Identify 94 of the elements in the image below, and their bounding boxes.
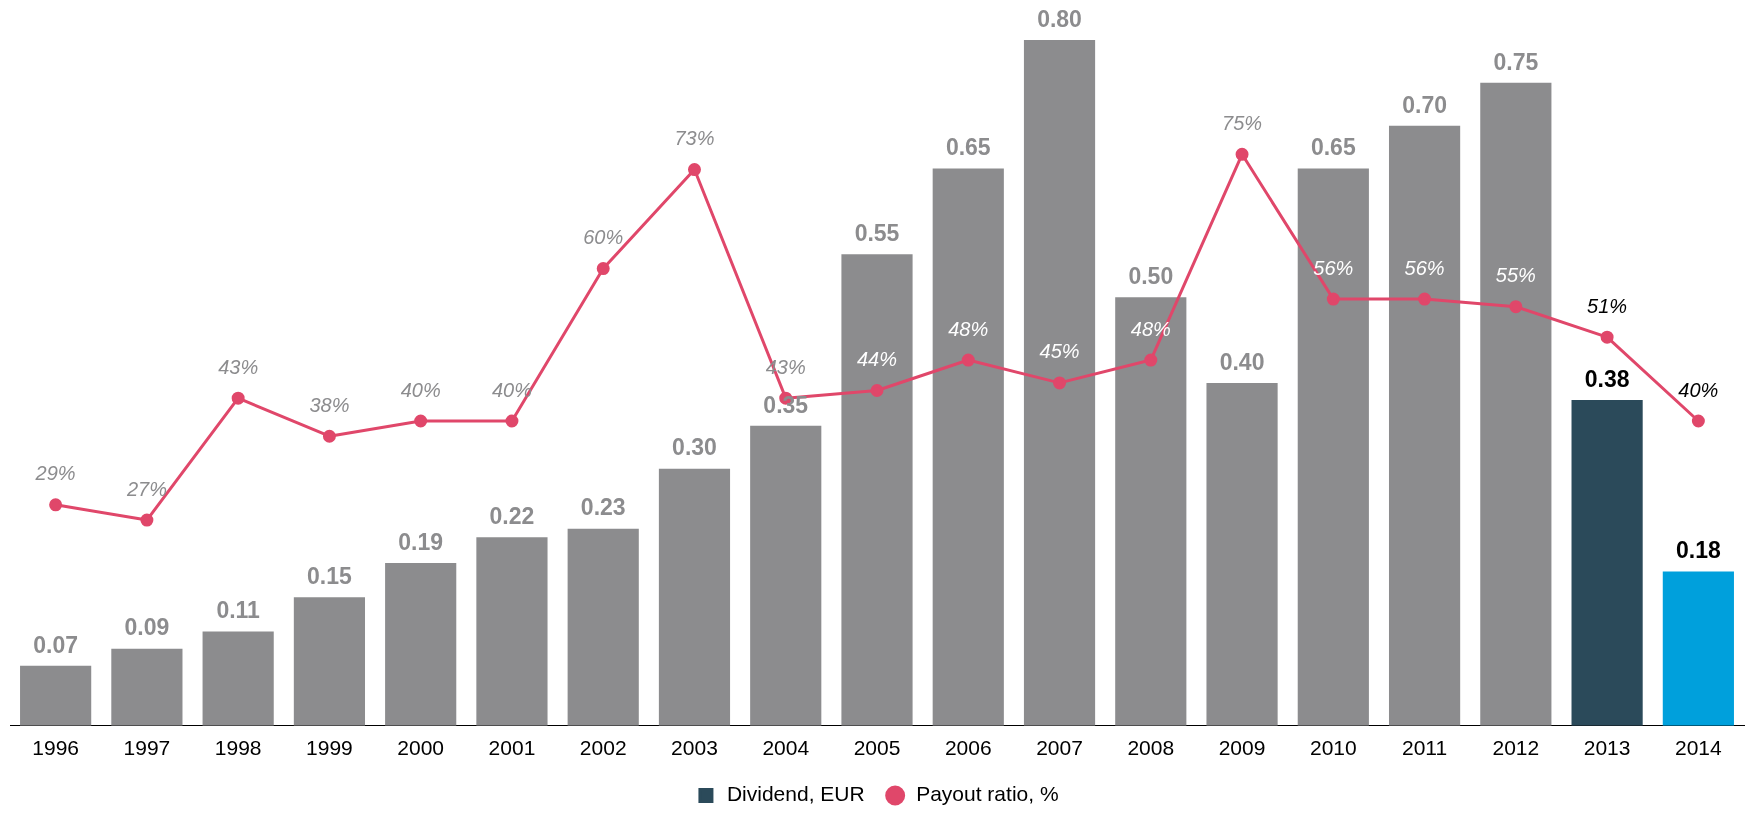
x-tick-label: 2006 <box>944 736 992 760</box>
x-tick-label: 2014 <box>1675 736 1723 760</box>
data-label: 56% <box>1313 256 1354 279</box>
point <box>687 163 701 177</box>
data-label: 27% <box>125 477 167 500</box>
x-tick-label: 1999 <box>306 736 353 760</box>
x-tick-label: 2012 <box>1492 736 1540 760</box>
point <box>1144 353 1158 367</box>
point <box>231 391 245 405</box>
bar <box>293 597 366 726</box>
data-label: 0.11 <box>216 597 261 624</box>
x-tick-label: 2009 <box>1218 736 1266 760</box>
data-label: 0.70 <box>1402 91 1447 118</box>
data-label: 56% <box>1404 256 1445 279</box>
point <box>1600 330 1614 344</box>
data-label: 0.18 <box>1675 537 1721 564</box>
point <box>1053 376 1067 390</box>
bar <box>841 254 913 726</box>
data-label: 0.19 <box>398 528 444 555</box>
data-label: 0.09 <box>124 614 170 641</box>
bar <box>1206 382 1278 726</box>
data-label: 43% <box>218 355 259 378</box>
bar <box>1480 82 1552 726</box>
x-tick-label: 1997 <box>123 736 171 760</box>
bar <box>1388 125 1461 726</box>
bar <box>20 665 92 726</box>
data-label: 40% <box>1678 378 1719 401</box>
data-label: 60% <box>583 226 624 249</box>
bar <box>385 562 457 726</box>
data-label: 40% <box>400 378 441 401</box>
point <box>1326 292 1340 306</box>
point <box>1235 147 1249 161</box>
data-label: 55% <box>1495 264 1536 287</box>
x-tick-label: 2003 <box>671 736 718 760</box>
data-label: 0.65 <box>945 134 991 161</box>
data-label: 0.55 <box>854 220 900 247</box>
data-label: 0.75 <box>1493 48 1539 75</box>
data-label: 48% <box>948 317 989 340</box>
bar <box>567 528 639 726</box>
data-label: 75% <box>1222 111 1263 134</box>
data-label: 40% <box>491 378 532 401</box>
point <box>49 498 63 512</box>
point <box>140 513 154 527</box>
point <box>322 429 336 443</box>
x-tick-label: 2007 <box>1036 736 1083 760</box>
bar <box>111 648 183 726</box>
bar <box>1115 297 1187 726</box>
data-label: 0.50 <box>1128 263 1174 290</box>
data-label: 38% <box>309 393 350 416</box>
bar <box>932 168 1004 726</box>
point <box>1691 414 1705 428</box>
data-label: 0.07 <box>33 631 79 658</box>
bar <box>1023 40 1096 726</box>
bar <box>476 537 548 726</box>
bar <box>1571 400 1643 726</box>
x-tick-label: 2013 <box>1583 736 1631 760</box>
point <box>1509 300 1523 314</box>
point <box>414 414 428 428</box>
data-label: 51% <box>1587 294 1628 317</box>
bar <box>1297 168 1369 726</box>
data-label: 29% <box>34 462 76 485</box>
x-tick-label: 2010 <box>1309 736 1357 760</box>
data-label: 0.22 <box>489 503 535 530</box>
bar <box>1662 571 1734 726</box>
data-label: 0.38 <box>1584 365 1630 392</box>
data-label: 0.15 <box>307 563 353 590</box>
x-tick-label: 1998 <box>214 736 262 760</box>
data-label: 0.80 <box>1037 5 1082 32</box>
data-label: 44% <box>856 348 898 371</box>
x-tick-label: 2008 <box>1127 736 1175 760</box>
x-tick-label: 2000 <box>397 736 445 760</box>
bar <box>658 468 731 726</box>
x-tick-label: 2002 <box>579 736 627 760</box>
x-tick-label: 1996 <box>32 736 79 760</box>
point <box>870 384 884 398</box>
data-label: 0.30 <box>672 434 717 461</box>
bar <box>750 425 822 726</box>
data-label: 0.35 <box>763 391 809 418</box>
point <box>596 262 610 276</box>
point <box>961 353 975 367</box>
data-label: 0.40 <box>1219 348 1265 375</box>
x-tick-label: 2004 <box>762 736 810 760</box>
point <box>1418 292 1432 306</box>
bar <box>202 631 274 726</box>
x-tick-label: 2001 <box>488 736 536 760</box>
x-tick-label: 2011 <box>1401 736 1448 760</box>
legend-label: Dividend, EUR <box>726 782 865 806</box>
data-label: 73% <box>674 127 715 150</box>
data-label: 0.65 <box>1310 134 1356 161</box>
legend-label: Payout ratio, % <box>916 782 1059 806</box>
x-tick-label: 2005 <box>853 736 901 760</box>
data-label: 0.23 <box>580 494 626 521</box>
data-label: 45% <box>1039 340 1080 363</box>
point <box>505 414 519 428</box>
